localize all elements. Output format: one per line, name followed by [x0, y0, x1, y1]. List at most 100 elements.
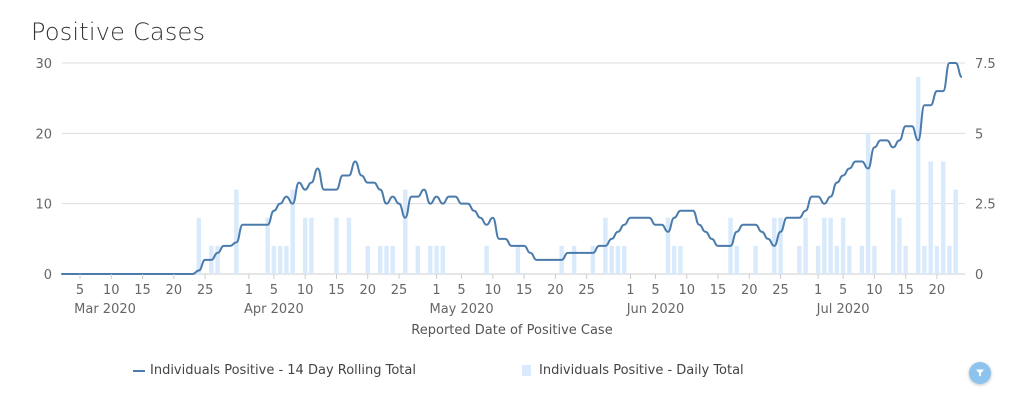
filter-icon	[976, 369, 984, 377]
daily-total-bar	[390, 245, 395, 274]
daily-total-bar	[334, 217, 339, 274]
daily-total-bar	[903, 245, 908, 274]
x-tick-label: 5	[839, 283, 847, 298]
x-month-label: Jul 2020	[816, 302, 870, 317]
x-tick-label: 5	[651, 283, 659, 298]
x-tick-label: 1	[245, 283, 253, 298]
x-tick-label: 10	[297, 283, 314, 298]
x-month-label: May 2020	[430, 302, 494, 317]
right-y-tick-label: 7.5	[975, 57, 996, 72]
daily-total-bar	[734, 245, 739, 274]
legend-label-daily: Individuals Positive - Daily Total	[539, 363, 744, 378]
daily-total-bar	[897, 217, 902, 274]
x-tick-label: 1	[626, 283, 634, 298]
daily-total-bar	[828, 217, 833, 274]
x-tick-label: 5	[76, 283, 84, 298]
x-tick-label: 25	[197, 283, 214, 298]
x-axis-title: Reported Date of Positive Case	[411, 323, 612, 338]
x-tick-label: 1	[432, 283, 440, 298]
daily-total-bar	[290, 189, 295, 274]
daily-total-bar	[797, 245, 802, 274]
daily-total-bar	[309, 217, 314, 274]
x-tick-label: 15	[897, 283, 914, 298]
daily-total-bar	[234, 189, 239, 274]
daily-total-bar	[847, 245, 852, 274]
daily-total-bar	[440, 245, 445, 274]
daily-total-bar	[834, 245, 840, 274]
daily-total-bar	[384, 245, 389, 274]
daily-total-bar	[665, 217, 671, 274]
daily-total-bar	[928, 161, 933, 274]
x-tick-label: 1	[814, 283, 822, 298]
x-tick-label: 20	[166, 283, 183, 298]
daily-total-bar	[571, 245, 577, 274]
daily-total-bar	[815, 245, 821, 274]
daily-total-bar	[890, 189, 896, 274]
x-tick-label: 15	[516, 283, 533, 298]
left-y-tick-label: 30	[35, 57, 52, 72]
right-y-tick-label: 0	[975, 268, 983, 283]
daily-total-bar	[277, 245, 283, 274]
daily-total-bar	[378, 245, 383, 274]
daily-total-bar	[678, 245, 683, 274]
x-month-label: Apr 2020	[244, 302, 304, 317]
x-tick-label: 5	[270, 283, 278, 298]
daily-total-bar	[947, 245, 952, 274]
left-y-tick-label: 0	[44, 268, 52, 283]
daily-total-bar	[872, 245, 877, 274]
daily-total-bar	[346, 217, 352, 274]
chart-title: Positive Cases	[31, 18, 206, 46]
daily-total-bar	[615, 245, 621, 274]
daily-total-bar	[803, 217, 808, 274]
x-tick-label: 10	[485, 283, 502, 298]
daily-total-bar	[621, 245, 627, 274]
x-tick-label: 20	[359, 283, 376, 298]
daily-total-bar	[403, 189, 408, 274]
daily-total-bar	[515, 245, 521, 274]
x-month-label: Jun 2020	[626, 302, 685, 317]
x-tick-label: 25	[772, 283, 789, 298]
daily-total-bar	[302, 217, 308, 274]
daily-total-bar	[778, 217, 783, 274]
daily-total-bar	[753, 245, 758, 274]
daily-total-bar	[428, 245, 433, 274]
daily-total-bar	[265, 217, 270, 274]
x-tick-label: 25	[578, 283, 595, 298]
legend-item-daily-total[interactable]: Individuals Positive - Daily Total	[522, 363, 744, 378]
daily-total-bar	[484, 245, 489, 274]
filter-button[interactable]	[969, 362, 991, 384]
right-y-tick-label: 5	[975, 127, 983, 142]
legend-item-rolling-total[interactable]: Individuals Positive - 14 Day Rolling To…	[133, 363, 416, 378]
left-y-tick-label: 20	[35, 127, 52, 142]
daily-total-bar	[609, 245, 614, 274]
daily-total-bar	[415, 245, 420, 274]
daily-total-bar	[365, 245, 370, 274]
daily-total-bar	[865, 133, 871, 274]
daily-total-bar	[590, 245, 596, 274]
daily-total-bar	[840, 217, 846, 274]
daily-total-bar	[822, 217, 827, 274]
x-tick-label: 10	[678, 283, 695, 298]
x-month-label: Mar 2020	[74, 302, 136, 317]
daily-total-bar	[922, 245, 927, 274]
legend-label-rolling: Individuals Positive - 14 Day Rolling To…	[150, 363, 416, 378]
x-tick-label: 10	[866, 283, 883, 298]
daily-total-bar	[672, 245, 677, 274]
rolling-total-line	[61, 62, 963, 276]
left-y-tick-label: 10	[35, 198, 52, 213]
daily-total-bar	[284, 245, 289, 274]
daily-total-bar	[434, 245, 439, 274]
bar-legend-marker	[522, 365, 531, 376]
daily-total-bar	[215, 245, 220, 274]
x-tick-label: 15	[710, 283, 727, 298]
daily-total-bar	[196, 217, 202, 274]
x-tick-label: 15	[328, 283, 345, 298]
x-tick-label: 20	[741, 283, 758, 298]
x-tick-label: 15	[134, 283, 151, 298]
daily-total-bar	[859, 245, 865, 274]
daily-total-bar	[940, 161, 946, 274]
x-tick-label: 20	[547, 283, 564, 298]
x-tick-label: 5	[457, 283, 465, 298]
daily-total-bar	[934, 245, 940, 274]
